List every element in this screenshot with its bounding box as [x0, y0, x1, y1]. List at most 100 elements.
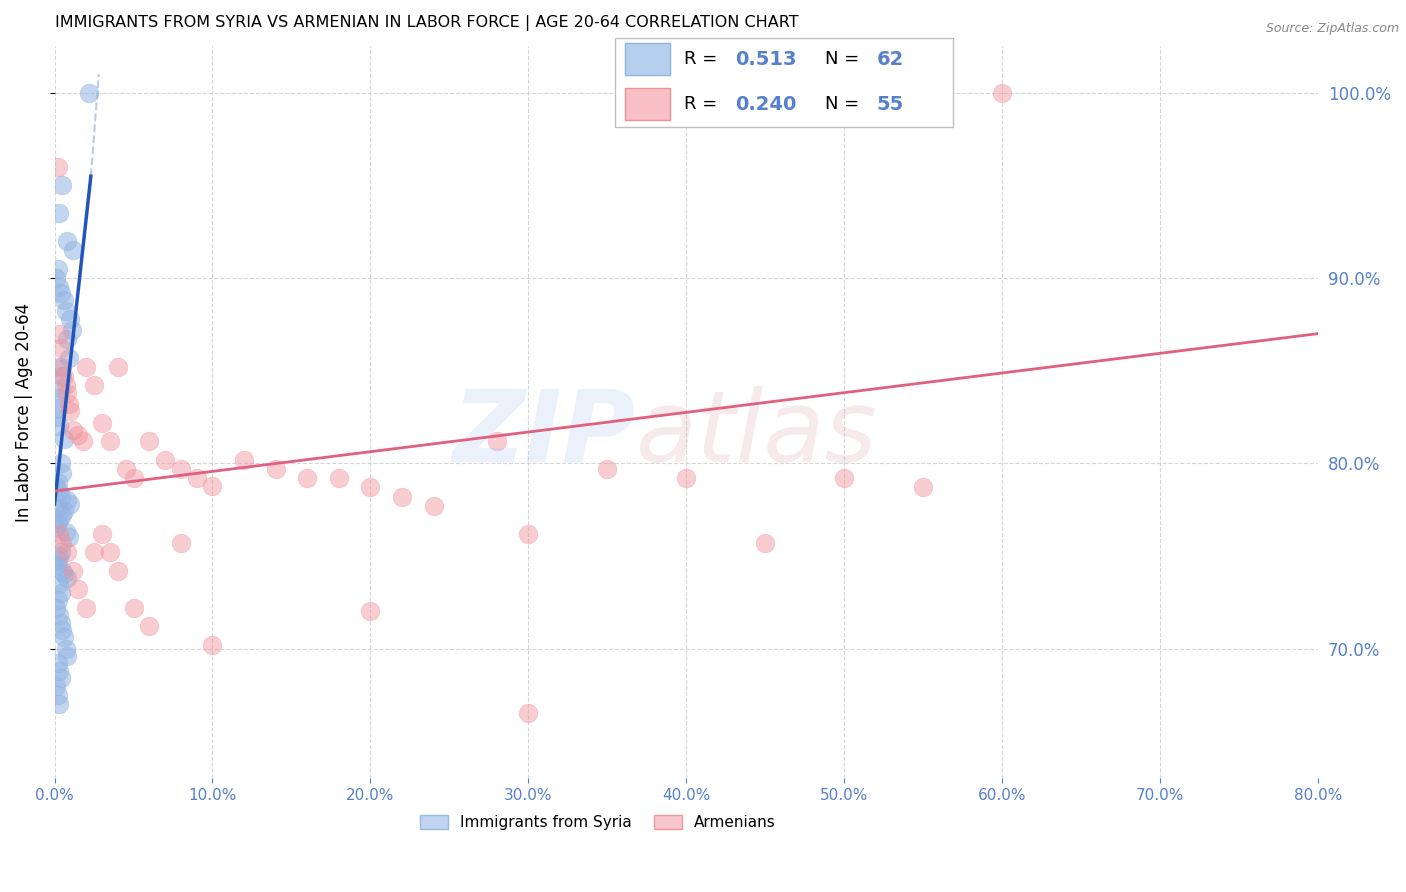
Point	[58, 397, 80, 411]
Point	[56, 648, 79, 663]
Point	[53, 369, 76, 384]
Point	[170, 462, 193, 476]
Point	[46, 475, 69, 489]
Point	[48, 484, 70, 499]
Point	[46, 261, 69, 276]
Point	[51, 178, 73, 193]
Point	[264, 462, 287, 476]
Point	[48, 206, 70, 220]
Point	[391, 490, 413, 504]
Point	[46, 516, 69, 530]
Point	[46, 593, 69, 607]
Point	[77, 86, 100, 100]
Point	[53, 631, 76, 645]
Point	[59, 404, 82, 418]
Point	[517, 706, 540, 721]
Point	[422, 499, 444, 513]
Point	[83, 545, 105, 559]
Point	[201, 478, 224, 492]
Point	[49, 382, 72, 396]
Point	[51, 369, 73, 384]
Point	[56, 332, 79, 346]
Point	[62, 564, 84, 578]
Text: 55: 55	[877, 95, 904, 113]
Point	[359, 605, 381, 619]
Point	[90, 526, 112, 541]
Text: R =: R =	[683, 95, 723, 113]
Point	[49, 545, 72, 559]
Text: 0.513: 0.513	[735, 50, 797, 69]
Point	[49, 285, 72, 300]
Point	[48, 664, 70, 678]
Point	[49, 615, 72, 630]
Point	[62, 423, 84, 437]
Text: R =: R =	[683, 50, 723, 68]
Point	[48, 392, 70, 406]
Point	[48, 576, 70, 591]
Text: ZIP: ZIP	[453, 385, 636, 483]
Point	[67, 428, 90, 442]
Point	[45, 409, 67, 424]
Text: N =: N =	[825, 50, 865, 68]
Point	[201, 638, 224, 652]
Point	[122, 471, 145, 485]
Point	[56, 234, 79, 248]
Point	[67, 582, 90, 597]
Point	[56, 545, 79, 559]
Point	[51, 466, 73, 480]
Point	[153, 452, 176, 467]
Point	[56, 385, 79, 400]
Point	[59, 311, 82, 326]
Point	[53, 432, 76, 446]
Point	[51, 359, 73, 374]
Point	[60, 323, 83, 337]
Text: atlas: atlas	[636, 385, 877, 483]
Point	[56, 571, 79, 585]
Text: 0.240: 0.240	[735, 95, 797, 113]
Y-axis label: In Labor Force | Age 20-64: In Labor Force | Age 20-64	[15, 302, 32, 522]
Point	[46, 688, 69, 702]
Point	[58, 530, 80, 544]
Point	[48, 549, 70, 563]
Point	[46, 552, 69, 566]
Point	[59, 497, 82, 511]
Point	[596, 462, 619, 476]
Point	[46, 160, 69, 174]
Point	[138, 434, 160, 448]
Point	[48, 359, 70, 374]
Point	[297, 471, 319, 485]
Point	[170, 536, 193, 550]
Point	[46, 657, 69, 671]
Point	[48, 608, 70, 623]
Point	[991, 86, 1014, 100]
Point	[49, 586, 72, 600]
Point	[58, 351, 80, 365]
Point	[53, 504, 76, 518]
Point	[75, 359, 97, 374]
Point	[90, 416, 112, 430]
Text: N =: N =	[825, 95, 865, 113]
Point	[83, 378, 105, 392]
Point	[107, 359, 129, 374]
Point	[45, 271, 67, 285]
FancyBboxPatch shape	[614, 37, 953, 128]
Point	[49, 671, 72, 685]
Point	[55, 641, 77, 656]
FancyBboxPatch shape	[626, 88, 671, 120]
Point	[122, 600, 145, 615]
Point	[56, 493, 79, 508]
FancyBboxPatch shape	[626, 43, 671, 75]
Point	[48, 419, 70, 434]
Point	[48, 512, 70, 526]
Point	[46, 500, 69, 515]
Point	[48, 697, 70, 711]
Point	[45, 480, 67, 494]
Point	[49, 342, 72, 356]
Point	[48, 526, 70, 541]
Point	[45, 600, 67, 615]
Point	[51, 564, 73, 578]
Point	[359, 480, 381, 494]
Text: Source: ZipAtlas.com: Source: ZipAtlas.com	[1265, 22, 1399, 36]
Point	[55, 378, 77, 392]
Point	[114, 462, 136, 476]
